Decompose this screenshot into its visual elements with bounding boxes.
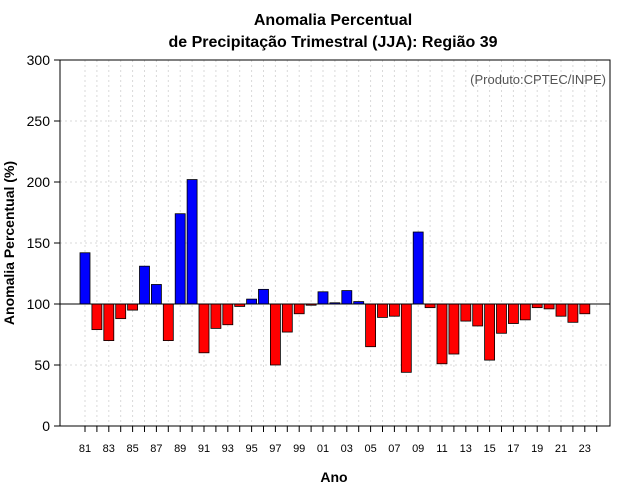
x-tick-label-81: 81 [79, 443, 91, 455]
bar-20 [543, 303, 555, 310]
bar-81 [79, 252, 91, 305]
x-tick-label-85: 85 [126, 443, 138, 455]
y-tick-label-100: 100 [27, 296, 51, 312]
x-tick-label-03: 03 [341, 443, 353, 455]
x-tick-label-83: 83 [103, 443, 115, 455]
x-tick-label-07: 07 [388, 443, 400, 455]
x-tick-label-91: 91 [198, 443, 210, 455]
bar-89 [174, 213, 186, 305]
bar-06 [377, 303, 388, 318]
x-tick-label-05: 05 [364, 443, 376, 455]
bar-07 [388, 303, 400, 317]
bar-03 [341, 290, 353, 305]
bar-83 [103, 303, 115, 341]
bar-84 [115, 303, 127, 320]
bar-13 [460, 303, 472, 322]
x-tick-label-97: 97 [269, 443, 281, 455]
bar-88 [162, 303, 174, 341]
bar-98 [281, 303, 293, 333]
x-tick-label-95: 95 [245, 443, 257, 455]
bar-99 [293, 303, 305, 315]
bar-05 [365, 303, 377, 348]
bar-91 [198, 303, 210, 354]
x-tick-label-23: 23 [579, 443, 591, 455]
x-tick-label-11: 11 [436, 443, 447, 455]
y-axis: 0 50 100 150 200 250 300 [27, 52, 60, 434]
bar-10 [424, 303, 436, 309]
bars-layer [79, 179, 591, 373]
bar-23 [579, 303, 591, 315]
bar-17 [507, 303, 519, 324]
bar-95 [246, 298, 258, 305]
bar-09 [412, 231, 424, 305]
x-tick-label-99: 99 [293, 443, 305, 455]
bar-15 [484, 303, 496, 361]
x-tick-label-15: 15 [483, 443, 495, 455]
x-tick-label-17: 17 [507, 443, 519, 455]
y-tick-label-200: 200 [27, 174, 51, 190]
bar-21 [555, 303, 567, 317]
bar-14 [472, 303, 484, 327]
credit-label: (Produto:CPTEC/INPE) [470, 72, 606, 87]
y-tick-label-150: 150 [27, 235, 51, 251]
bar-92 [210, 303, 222, 329]
bar-97 [269, 303, 281, 366]
bar-90 [186, 179, 198, 305]
bar-16 [496, 303, 507, 334]
x-tick-label-89: 89 [174, 443, 186, 455]
y-axis-label: Anomalia Percentual (%) [1, 161, 17, 325]
x-tick-label-19: 19 [531, 443, 543, 455]
bar-19 [531, 303, 543, 309]
bar-22 [567, 303, 579, 323]
bar-12 [448, 303, 460, 355]
y-tick-label-0: 0 [42, 418, 50, 434]
x-tick-label-87: 87 [150, 443, 162, 455]
x-tick-label-09: 09 [412, 443, 424, 455]
x-axis: 81 83 85 87 89 91 93 95 97 99 01 03 05 07 09 11 13 15 17 19… [79, 426, 598, 455]
x-tick-label-93: 93 [222, 443, 234, 455]
y-tick-label-50: 50 [34, 357, 50, 373]
bar-86 [139, 265, 150, 305]
y-tick-label-250: 250 [27, 113, 51, 129]
bar-96 [258, 288, 269, 305]
bar-93 [222, 303, 234, 326]
bar-18 [519, 303, 531, 321]
bar-08 [400, 303, 412, 373]
y-tick-label-300: 300 [27, 52, 51, 68]
x-axis-label: Ano [320, 469, 347, 485]
bar-85 [127, 303, 138, 311]
x-tick-label-01: 01 [317, 443, 329, 455]
bar-82 [91, 303, 103, 331]
bar-01 [317, 291, 329, 305]
bar-87 [150, 284, 162, 305]
chart-title-line1: Anomalia Percentual [254, 12, 412, 29]
bar-11 [436, 303, 448, 365]
x-tick-label-21: 21 [555, 443, 567, 455]
x-tick-label-13: 13 [460, 443, 472, 455]
chart-title-line2: de Precipitação Trimestral (JJA): Região… [168, 34, 497, 51]
